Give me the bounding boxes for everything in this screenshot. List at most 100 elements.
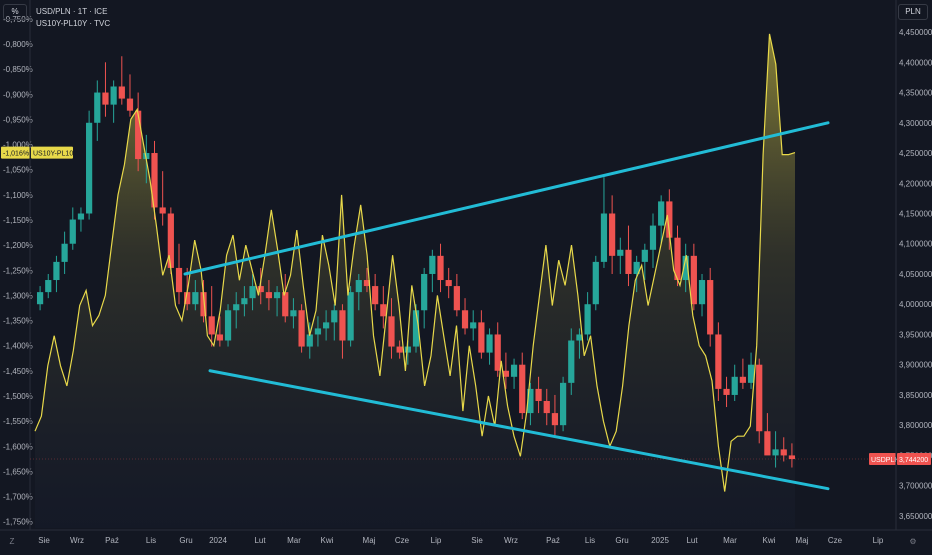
candle[interactable] — [502, 352, 509, 389]
candle[interactable] — [764, 413, 771, 456]
spread-line[interactable] — [34, 33, 796, 492]
candle[interactable] — [151, 140, 158, 220]
candle[interactable] — [102, 62, 109, 117]
candle[interactable] — [273, 286, 281, 317]
candle[interactable] — [314, 316, 322, 347]
candle[interactable] — [437, 243, 444, 293]
candle[interactable] — [478, 310, 485, 359]
candle[interactable] — [649, 213, 657, 268]
candle[interactable] — [77, 207, 85, 232]
candle[interactable] — [224, 304, 232, 347]
candle[interactable] — [347, 286, 354, 347]
candle[interactable] — [682, 243, 689, 293]
candle[interactable] — [486, 328, 493, 365]
candle[interactable] — [331, 304, 338, 341]
candle[interactable] — [617, 237, 624, 274]
candle[interactable] — [788, 443, 796, 468]
candle[interactable] — [527, 382, 534, 426]
candle[interactable] — [167, 207, 174, 274]
candle[interactable] — [739, 358, 746, 389]
candle[interactable] — [45, 273, 52, 299]
candle[interactable] — [126, 74, 134, 117]
candle[interactable] — [707, 267, 714, 347]
candle[interactable] — [715, 322, 722, 401]
candle[interactable] — [519, 352, 526, 420]
legend-overlay-symbol[interactable]: US10Y-PL10Y · TVC — [36, 19, 111, 28]
candle[interactable] — [772, 431, 779, 468]
candle[interactable] — [747, 352, 755, 389]
candle[interactable] — [110, 80, 117, 123]
candle[interactable] — [470, 310, 477, 341]
candle[interactable] — [510, 358, 518, 389]
candle[interactable] — [118, 56, 125, 105]
candle[interactable] — [69, 207, 76, 250]
candle[interactable] — [355, 273, 362, 311]
candle[interactable] — [674, 225, 681, 287]
candle[interactable] — [208, 286, 215, 347]
legend-main-symbol[interactable]: USD/PLN · 1T · ICE — [36, 7, 108, 16]
candle[interactable] — [339, 304, 346, 359]
candle[interactable] — [535, 376, 542, 414]
chart-legend[interactable]: USD/PLN · 1T · ICE US10Y-PL10Y · TVC — [36, 6, 110, 30]
candle[interactable] — [290, 298, 297, 329]
candle[interactable] — [568, 328, 575, 395]
time-axis[interactable]: Sie Wrz Paź Lis Gru 2024 Lut Mar Kwi Maj Cze Lip Sie… — [38, 536, 884, 545]
candle[interactable] — [192, 280, 199, 311]
left-price-axis[interactable]: -0,750%-0,800%-0,850%-0,900%-0,950%-1,00… — [1, 15, 78, 527]
lower-channel-line[interactable] — [208, 369, 830, 491]
candle[interactable] — [216, 316, 223, 347]
candle[interactable] — [429, 249, 436, 293]
candle[interactable] — [53, 255, 60, 293]
candle[interactable] — [559, 376, 567, 432]
candle[interactable] — [690, 243, 697, 311]
candle[interactable] — [61, 231, 68, 274]
candle[interactable] — [323, 310, 330, 341]
candle[interactable] — [282, 273, 289, 323]
candle[interactable] — [641, 243, 648, 281]
candle[interactable] — [576, 328, 583, 359]
candle[interactable] — [175, 243, 183, 305]
candle[interactable] — [396, 340, 403, 359]
left-unit-button[interactable]: % — [3, 4, 27, 20]
candle[interactable] — [461, 298, 469, 335]
right-unit-button[interactable]: PLN — [898, 4, 928, 20]
candle[interactable] — [551, 394, 559, 438]
candle[interactable] — [257, 267, 264, 305]
candle[interactable] — [592, 255, 599, 311]
upper-channel-line[interactable] — [183, 121, 830, 276]
candle[interactable] — [298, 304, 305, 353]
candle[interactable] — [265, 280, 273, 311]
candle[interactable] — [233, 292, 240, 329]
candle[interactable] — [36, 286, 44, 311]
candle[interactable] — [421, 267, 428, 329]
timezone-button[interactable]: Z — [6, 535, 18, 549]
candle[interactable] — [756, 358, 763, 444]
candle[interactable] — [159, 171, 166, 226]
candle[interactable] — [633, 255, 640, 293]
candle[interactable] — [731, 364, 738, 401]
candle[interactable] — [723, 376, 730, 408]
candle[interactable] — [380, 286, 387, 329]
candle[interactable] — [306, 322, 313, 359]
candle[interactable] — [388, 298, 395, 359]
candle[interactable] — [698, 273, 706, 317]
candle[interactable] — [494, 322, 501, 377]
candle[interactable] — [658, 195, 665, 244]
candle[interactable] — [445, 267, 452, 299]
candle[interactable] — [94, 80, 101, 141]
candle[interactable] — [363, 267, 371, 293]
candle[interactable] — [584, 292, 591, 341]
candle[interactable] — [135, 92, 142, 172]
candle[interactable] — [600, 177, 608, 268]
settings-icon[interactable]: ⚙ — [906, 535, 920, 549]
candle[interactable] — [543, 388, 550, 426]
candle[interactable] — [241, 286, 248, 317]
candle[interactable] — [453, 273, 460, 317]
candle[interactable] — [249, 273, 256, 311]
candle[interactable] — [372, 273, 379, 311]
candle[interactable] — [666, 189, 673, 250]
candle[interactable] — [609, 195, 616, 274]
candle[interactable] — [780, 437, 787, 462]
right-price-axis[interactable]: 4,450000 4,400000 4,350000 4,300000 4,250000… — [869, 28, 932, 521]
